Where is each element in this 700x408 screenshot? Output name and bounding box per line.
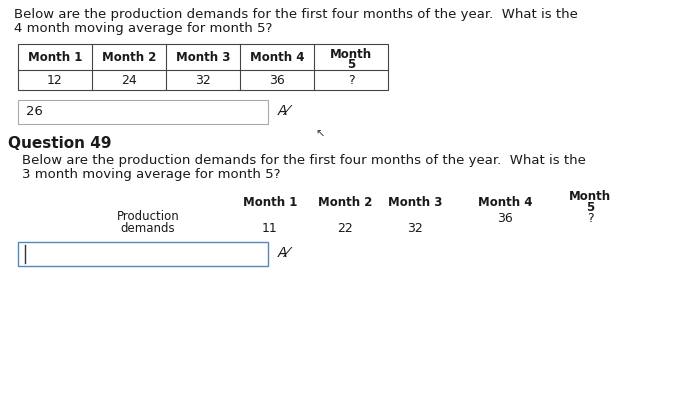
- Text: ?: ?: [587, 212, 594, 225]
- Text: Question 49: Question 49: [8, 136, 111, 151]
- Bar: [18, 44, 388, 90]
- Text: Below are the production demands for the first four months of the year.  What is: Below are the production demands for the…: [22, 154, 586, 167]
- Text: 32: 32: [195, 74, 211, 87]
- Text: 36: 36: [497, 212, 513, 225]
- Text: 22: 22: [337, 222, 353, 235]
- Text: Month 3: Month 3: [176, 51, 230, 64]
- Text: Month 4: Month 4: [477, 196, 532, 209]
- Text: A⁄: A⁄: [278, 104, 290, 118]
- Text: 12: 12: [47, 74, 63, 87]
- Text: A⁄: A⁄: [278, 246, 290, 260]
- Text: Month 1: Month 1: [28, 51, 82, 64]
- Text: 32: 32: [407, 222, 423, 235]
- Bar: [18, 242, 268, 266]
- Text: 11: 11: [262, 222, 278, 235]
- Text: Month: Month: [330, 48, 372, 61]
- Text: 5: 5: [586, 201, 594, 214]
- Text: 3 month moving average for month 5?: 3 month moving average for month 5?: [22, 168, 281, 181]
- Bar: [18, 100, 268, 124]
- Text: 24: 24: [121, 74, 137, 87]
- Text: Month 2: Month 2: [318, 196, 372, 209]
- Text: 36: 36: [269, 74, 285, 87]
- Text: Month 3: Month 3: [388, 196, 442, 209]
- Text: ↖: ↖: [315, 130, 324, 140]
- Text: Production: Production: [117, 210, 179, 223]
- Text: demands: demands: [120, 222, 175, 235]
- Text: 4 month moving average for month 5?: 4 month moving average for month 5?: [14, 22, 272, 35]
- Text: Month: Month: [569, 190, 611, 203]
- Text: ?: ?: [348, 74, 354, 87]
- Text: 5: 5: [347, 58, 355, 71]
- Text: Below are the production demands for the first four months of the year.  What is: Below are the production demands for the…: [14, 8, 578, 21]
- Text: Month 4: Month 4: [250, 51, 304, 64]
- Text: Month 2: Month 2: [102, 51, 156, 64]
- Text: Month 1: Month 1: [243, 196, 298, 209]
- Text: 26: 26: [26, 105, 43, 118]
